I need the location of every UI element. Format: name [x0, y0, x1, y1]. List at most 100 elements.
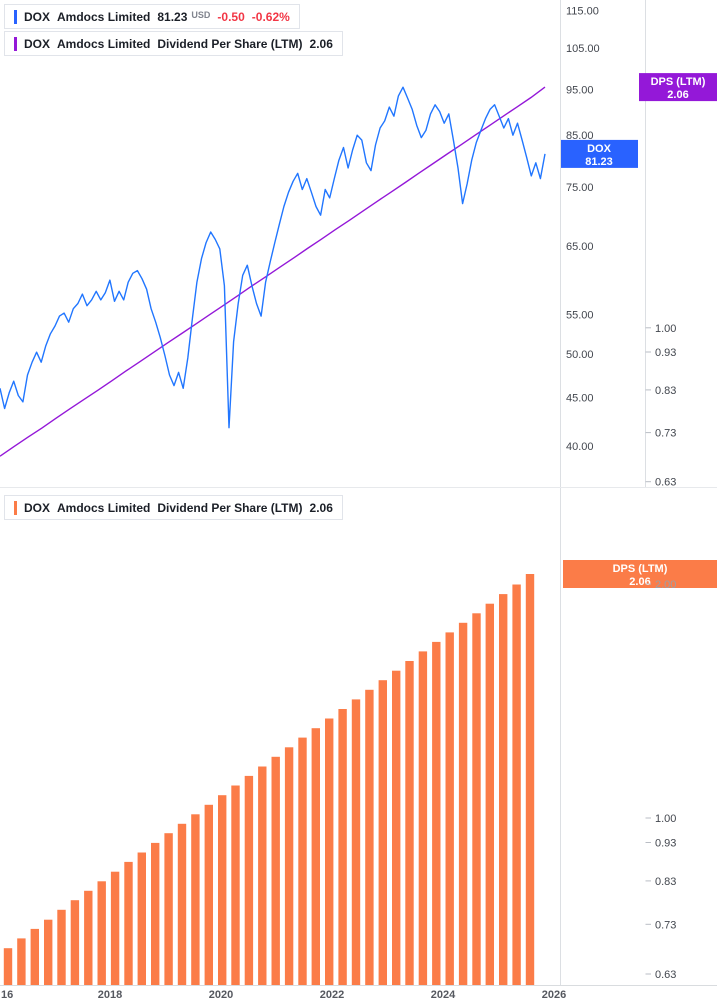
last-price-value: 81.23 — [157, 9, 188, 24]
dividend-bar[interactable] — [432, 641, 441, 986]
dividend-bar[interactable] — [311, 728, 320, 986]
price-panel[interactable]: 115.00 105.00 95.00 85.00 75.00 65.00 55.00 50.… — [0, 0, 717, 487]
dividend-bar[interactable] — [485, 603, 494, 986]
price-tick-label[interactable]: 105.00 — [566, 43, 600, 55]
price-tick-label[interactable]: 115.00 — [566, 6, 599, 18]
dividend-tick-label[interactable]: 0.73 — [655, 919, 676, 931]
dividend-bar[interactable] — [137, 852, 146, 987]
price-tick-label[interactable]: 95.00 — [566, 84, 594, 96]
dividend-axis-value-label[interactable]: DPS (LTM)2.06 — [563, 560, 717, 588]
dividend-bar[interactable] — [204, 804, 213, 986]
dps-overlay-line[interactable] — [0, 86, 546, 457]
symbol-label[interactable]: DOX — [24, 9, 51, 24]
indicator-value: 2.06 — [309, 500, 333, 515]
dps-tick-label[interactable]: 0.73 — [655, 428, 676, 440]
dividend-bar[interactable] — [365, 689, 374, 986]
time-axis-label[interactable]: 2024 — [430, 989, 456, 1001]
dividend-bar[interactable] — [405, 661, 414, 986]
dividend-bar[interactable] — [458, 622, 468, 986]
dividend-bar[interactable] — [84, 890, 93, 986]
dividend-bar[interactable] — [244, 775, 254, 986]
dividend-bar[interactable] — [231, 785, 240, 987]
dividend-bar[interactable] — [298, 737, 307, 986]
dividend-bar[interactable] — [44, 919, 53, 986]
time-axis-label[interactable]: 2026 — [541, 989, 567, 1001]
dps-overlay-legend[interactable]: DOX Amdocs Limited Dividend Per Share (L… — [4, 31, 343, 56]
dividend-bar[interactable] — [499, 594, 508, 986]
company-name-label: Amdocs Limited — [57, 9, 151, 24]
dividend-bar[interactable] — [17, 938, 26, 986]
dividend-bar[interactable] — [191, 814, 200, 986]
time-axis-label[interactable]: 2022 — [319, 989, 345, 1001]
dividend-bar[interactable] — [378, 680, 387, 986]
dps-tick-label[interactable]: 0.83 — [655, 385, 676, 397]
dividend-bar[interactable] — [351, 699, 361, 986]
time-axis-label[interactable]: 2020 — [208, 989, 234, 1001]
price-tick-label[interactable]: 85.00 — [566, 130, 594, 142]
currency-label: USD — [191, 9, 211, 20]
dividend-bar[interactable] — [525, 574, 535, 986]
symbol-label[interactable]: DOX — [24, 500, 51, 515]
dividend-bar[interactable] — [284, 747, 294, 986]
dividend-bar[interactable] — [392, 670, 401, 986]
dividend-panel[interactable]: DPS (LTM) 2.06 2.00 1.00 0.93 0.83 0.73 0.63 DO… — [0, 487, 717, 986]
time-axis-label[interactable]: 2018 — [97, 989, 123, 1001]
dps-series-swatch — [14, 36, 17, 51]
price-tick-label[interactable]: 50.00 — [566, 349, 594, 361]
dps-axis-value-label[interactable]: DPS (LTM)2.06 — [639, 73, 717, 102]
dividend-tick-label[interactable]: 2.00 — [655, 579, 676, 591]
svg-text:81.23: 81.23 — [585, 156, 613, 168]
dividend-bar[interactable] — [177, 823, 187, 986]
dividend-bar[interactable] — [151, 842, 160, 986]
dividend-bar[interactable] — [271, 756, 280, 986]
dividend-bar[interactable] — [3, 948, 13, 986]
price-change-value: -0.50 — [217, 9, 245, 24]
price-tick-label[interactable]: 75.00 — [566, 182, 594, 194]
dividend-bar[interactable] — [418, 651, 428, 986]
dps-tick-label[interactable]: 0.63 — [655, 477, 676, 487]
dividend-bar[interactable] — [110, 871, 120, 986]
dividend-bar[interactable] — [70, 900, 80, 986]
price-tick-label[interactable]: 55.00 — [566, 310, 594, 322]
dividend-series-swatch — [14, 500, 17, 515]
dividend-tick-label[interactable]: 0.93 — [655, 838, 676, 850]
svg-text:2.06: 2.06 — [667, 89, 688, 101]
dividend-bar[interactable] — [97, 881, 106, 986]
dividend-bar[interactable] — [30, 928, 39, 986]
price-tick-label[interactable]: 40.00 — [566, 441, 594, 453]
dividend-bar[interactable] — [338, 709, 347, 986]
svg-text:DPS (LTM): DPS (LTM) — [613, 563, 668, 575]
company-name-label: Amdocs Limited — [57, 500, 151, 515]
dividend-bar[interactable] — [512, 584, 521, 987]
price-legend[interactable]: DOX Amdocs Limited 81.23 USD -0.50 -0.62… — [4, 4, 300, 29]
svg-text:2.06: 2.06 — [629, 576, 650, 588]
dps-tick-label[interactable]: 1.00 — [655, 323, 676, 335]
dividend-bar[interactable] — [472, 613, 481, 986]
time-axis[interactable]: 16 2018 2020 2022 2024 2026 — [0, 985, 717, 1005]
dividend-bar[interactable] — [164, 833, 173, 986]
svg-text:DPS (LTM): DPS (LTM) — [651, 76, 706, 88]
price-tick-label[interactable]: 65.00 — [566, 241, 594, 253]
dividend-bar[interactable] — [258, 766, 267, 987]
company-name-label: Amdocs Limited — [57, 36, 151, 51]
price-chart-canvas[interactable]: 115.00 105.00 95.00 85.00 75.00 65.00 55.00 50.… — [0, 0, 717, 487]
dividend-tick-label[interactable]: 1.00 — [655, 813, 676, 825]
price-series-swatch — [14, 9, 17, 24]
dividend-chart-canvas[interactable]: DPS (LTM)2.06 2.001.000.930.830.730.63 — [0, 488, 717, 986]
dividend-bar[interactable] — [57, 909, 66, 986]
indicator-name-label: Dividend Per Share (LTM) — [157, 36, 303, 51]
dividend-tick-label[interactable]: 0.63 — [655, 969, 676, 981]
price-tick-label[interactable]: 45.00 — [566, 392, 594, 404]
price-line[interactable] — [0, 86, 546, 429]
dividend-bar[interactable] — [124, 861, 133, 986]
dividend-bar[interactable] — [325, 718, 334, 987]
time-axis-label[interactable]: 16 — [1, 989, 14, 1001]
dividend-legend[interactable]: DOX Amdocs Limited Dividend Per Share (L… — [4, 495, 343, 520]
dividend-tick-label[interactable]: 0.83 — [655, 876, 676, 888]
dividend-bar[interactable] — [218, 795, 227, 986]
dps-tick-label[interactable]: 0.93 — [655, 347, 676, 359]
dividend-bar[interactable] — [445, 632, 454, 986]
symbol-label[interactable]: DOX — [24, 36, 51, 51]
